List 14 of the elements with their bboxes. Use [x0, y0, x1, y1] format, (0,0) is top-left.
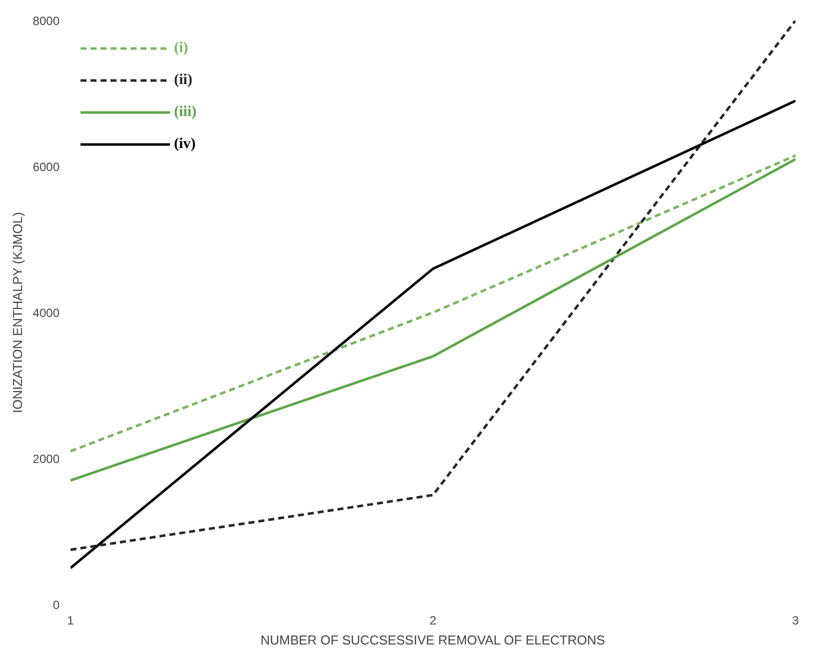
- text: (iv): [174, 136, 196, 152]
- x-tick-label: 1: [67, 614, 74, 628]
- text: (ii): [174, 72, 194, 88]
- x-tick-label: 3: [792, 614, 800, 628]
- y-tick-label: 0: [52, 598, 60, 612]
- y-tick-label: 4000: [32, 306, 60, 320]
- y-tick-label: 8000: [32, 14, 60, 28]
- text: (iii): [174, 104, 196, 120]
- text: (i): [174, 40, 190, 56]
- x-axis-title: NUMBER OF SUCCSESSIVE REMOVAL OF ELECTRONS: [260, 632, 606, 648]
- y-tick-label: 6000: [32, 160, 60, 174]
- y-tick-label: 2000: [32, 452, 60, 466]
- y-axis-title: IONIZATION ENTHALPY (KJMOL): [10, 212, 25, 414]
- x-tick-label: 2: [430, 614, 437, 628]
